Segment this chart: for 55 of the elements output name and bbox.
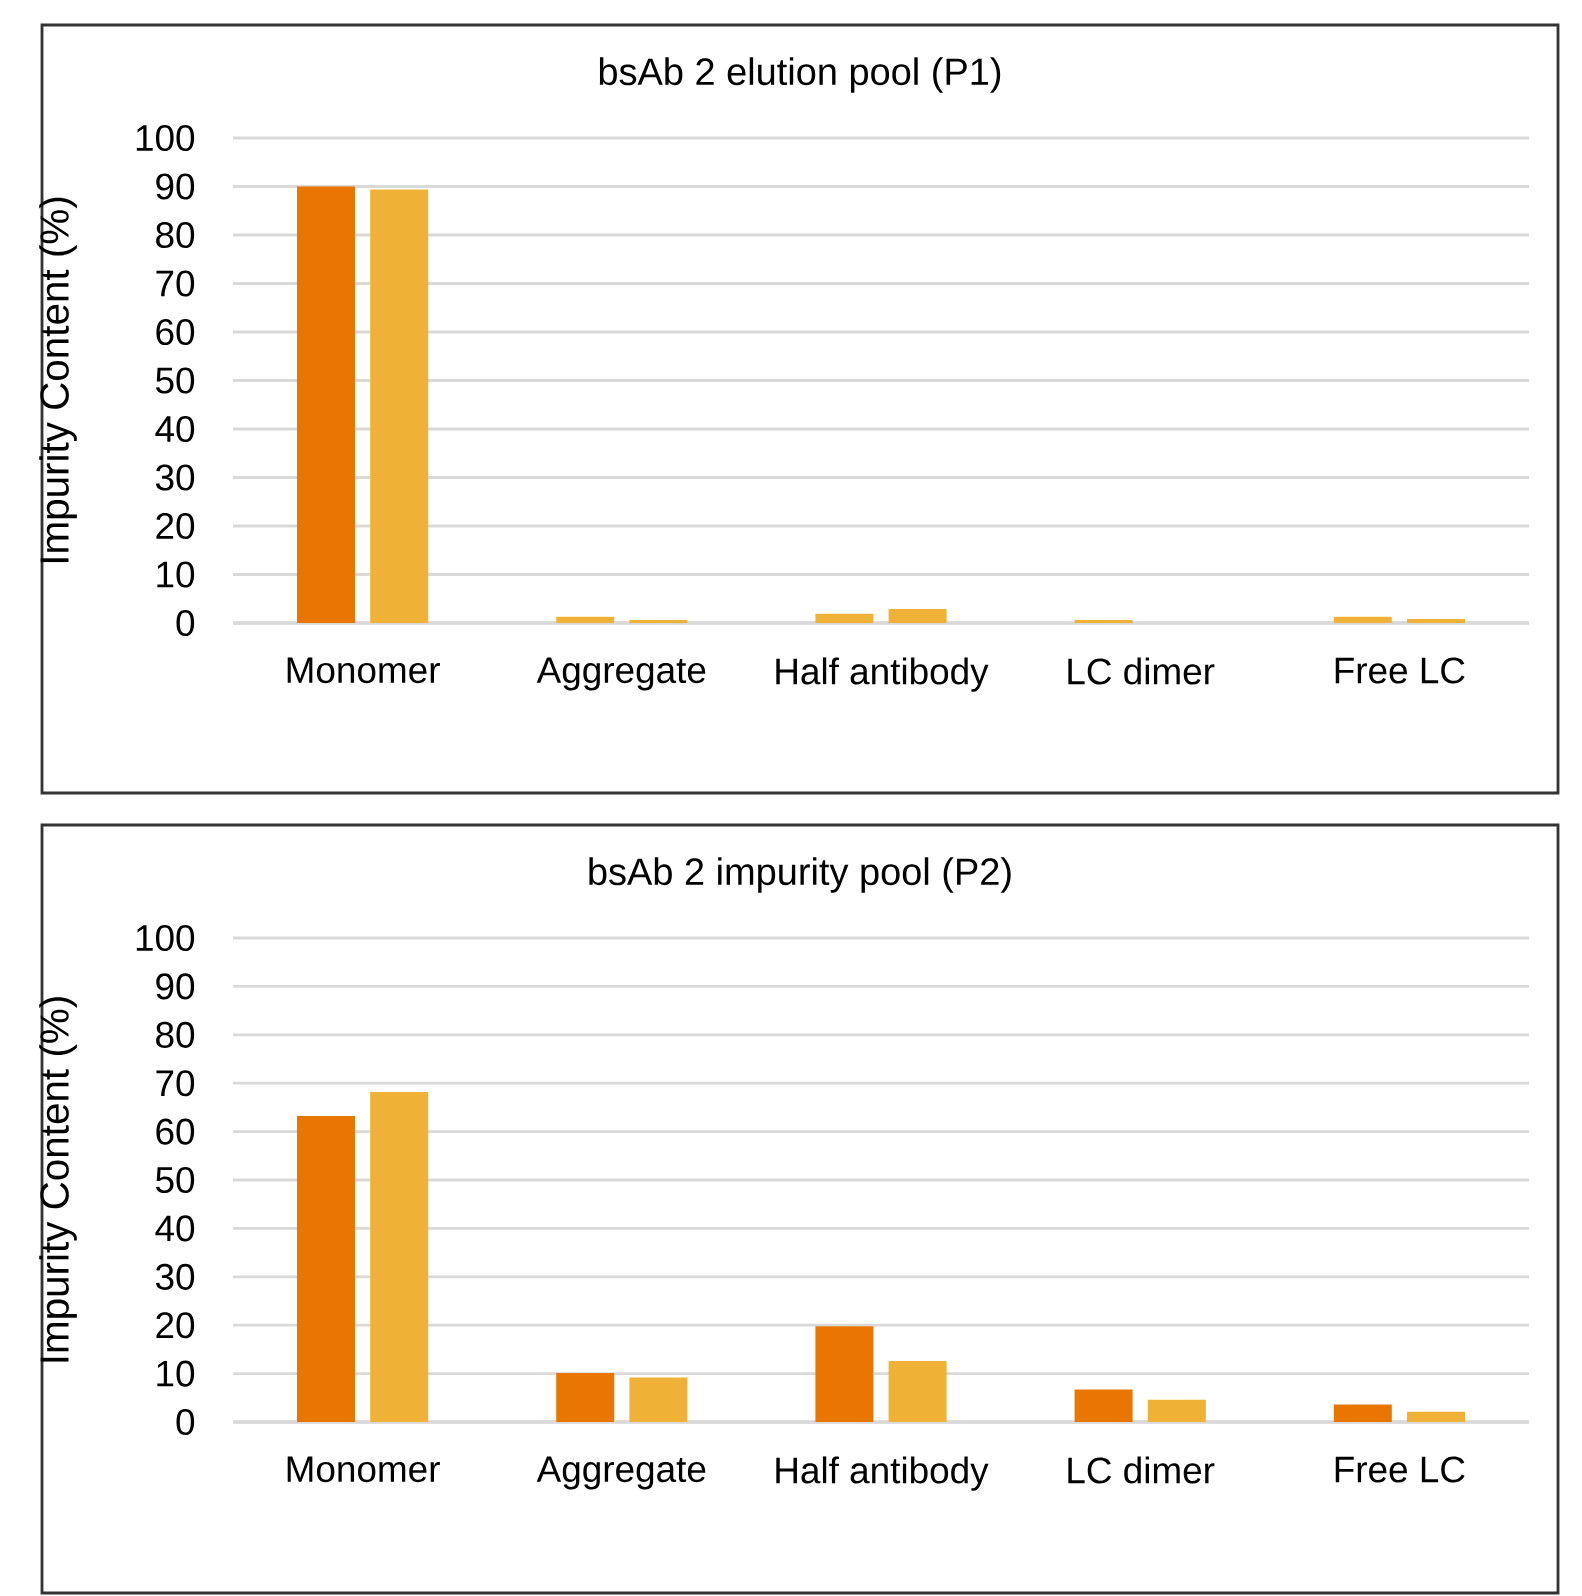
y-tick-label: 70 xyxy=(156,270,195,297)
chart-title: bsAb 2 impurity pool (P2) xyxy=(589,857,1011,893)
x-tick-label: Free LC xyxy=(1335,1456,1465,1483)
x-tick-label: Aggregate xyxy=(536,657,706,691)
chart-title: bsAb 2 elution pool (P1) xyxy=(599,57,1001,93)
y-axis-title: Impurity Content (%) xyxy=(39,197,77,563)
x-tick-label: LC dimer xyxy=(1068,657,1215,685)
bar xyxy=(1074,620,1133,623)
y-tick-label: 40 xyxy=(155,415,195,443)
y-tick-label: 100 xyxy=(136,924,195,952)
bar xyxy=(629,1377,688,1422)
bar xyxy=(1333,1404,1392,1422)
bar xyxy=(1406,619,1465,623)
bar xyxy=(370,1091,429,1422)
y-tick-label: 10 xyxy=(157,1360,195,1387)
y-tick-label: 100 xyxy=(136,124,195,152)
bar xyxy=(888,1361,947,1422)
x-tick-label: Free LC xyxy=(1335,657,1465,684)
x-tick-label: Monomer xyxy=(287,1456,440,1483)
bar xyxy=(556,1373,615,1422)
x-tick-label: Half antibody xyxy=(776,1456,989,1491)
y-tick-label: 80 xyxy=(156,221,195,249)
x-tick-label: Half antibody xyxy=(776,657,989,692)
x-tick-label: LC dimer xyxy=(1068,1456,1215,1484)
bar xyxy=(815,613,874,623)
y-tick-label: 20 xyxy=(156,1312,195,1339)
y-tick-label: 10 xyxy=(157,561,195,588)
x-tick-label: Monomer xyxy=(287,657,440,684)
bar xyxy=(815,1326,874,1422)
y-tick-label: 80 xyxy=(156,1021,195,1048)
y-tick-label: 50 xyxy=(156,1166,195,1194)
y-tick-label: 30 xyxy=(155,464,195,491)
y-tick-label: 60 xyxy=(156,1118,195,1145)
y-tick-label: 20 xyxy=(156,512,195,540)
bar xyxy=(888,608,947,623)
x-tick-label: Aggregate xyxy=(536,1456,706,1490)
y-tick-label: 0 xyxy=(176,609,195,637)
y-tick-label: 90 xyxy=(156,973,195,1000)
y-axis-title: Impurity Content (%) xyxy=(39,997,77,1362)
bar xyxy=(1147,1399,1206,1422)
bar xyxy=(1406,1411,1465,1422)
y-tick-label: 0 xyxy=(176,1408,195,1436)
bar xyxy=(556,616,615,623)
bar xyxy=(629,620,688,623)
y-tick-label: 90 xyxy=(156,173,195,200)
bar xyxy=(297,1116,355,1422)
y-tick-label: 30 xyxy=(155,1263,195,1290)
bar xyxy=(1333,616,1392,623)
y-tick-label: 50 xyxy=(156,367,195,394)
bar xyxy=(297,186,355,623)
bar xyxy=(1074,1389,1133,1422)
bar xyxy=(370,189,429,623)
y-tick-label: 60 xyxy=(156,318,195,346)
y-tick-label: 40 xyxy=(155,1215,195,1242)
y-tick-label: 70 xyxy=(156,1070,195,1097)
